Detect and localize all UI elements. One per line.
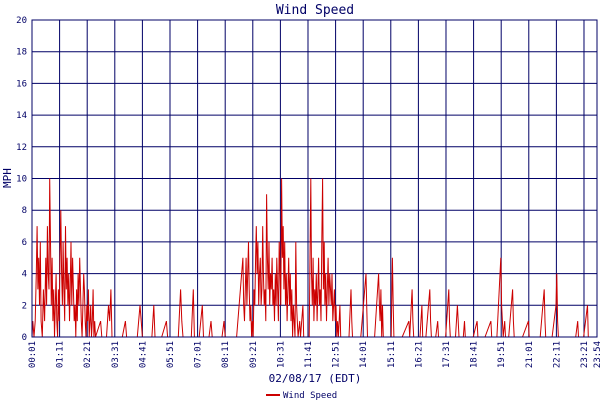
x-tick-label: 15:11 — [387, 341, 397, 368]
x-tick-label: 10:31 — [276, 341, 286, 368]
x-tick-label: 05:51 — [166, 341, 176, 368]
y-axis-label: MPH — [1, 168, 14, 188]
plot-frame — [31, 19, 598, 338]
y-tick-label: 6 — [22, 238, 27, 248]
series-line-wind-speed — [31, 178, 597, 338]
y-tick-label: 18 — [16, 48, 27, 58]
x-tick-label: 18:41 — [470, 341, 480, 368]
x-tick-label: 04:41 — [138, 341, 148, 368]
x-tick-label: 01:11 — [56, 341, 66, 368]
x-tick-label: 03:31 — [111, 341, 121, 368]
x-tick-label: 16:21 — [414, 341, 424, 368]
x-tick-label: 17:31 — [442, 341, 452, 368]
x-tick-label: 07:01 — [194, 341, 204, 368]
series-layer — [31, 178, 597, 338]
chart-title: Wind Speed — [276, 3, 354, 18]
x-axis-label: 02/08/17 (EDT) — [269, 372, 362, 385]
x-tick-label: 02:21 — [83, 341, 93, 368]
y-tick-label: 0 — [22, 333, 27, 343]
x-tick-label: 19:51 — [497, 341, 507, 368]
y-tick-label: 8 — [22, 206, 27, 216]
x-axis-ticks: 00:01 01:11 02:21 03:31 04:41 05:51 07:01 08:11… — [28, 341, 600, 368]
y-tick-label: 4 — [22, 270, 27, 280]
x-tick-label: 00:01 — [28, 341, 38, 368]
legend-label: Wind Speed — [283, 391, 337, 400]
legend: Wind Speed — [266, 391, 337, 400]
x-tick-label: 23:54 — [593, 341, 600, 368]
y-axis-ticks: 0 2 4 6 8 10 12 14 16 18 20 — [16, 16, 27, 343]
x-tick-label: 22:11 — [552, 341, 562, 368]
x-tick-label: 21:01 — [525, 341, 535, 368]
y-tick-label: 14 — [16, 111, 27, 121]
x-tick-label: 08:11 — [221, 341, 231, 368]
x-tick-label: 09:21 — [249, 341, 259, 368]
x-tick-label: 14:01 — [359, 341, 369, 368]
x-tick-label: 11:41 — [304, 341, 314, 368]
x-tick-label: 12:51 — [332, 341, 342, 368]
y-tick-label: 2 — [22, 301, 27, 311]
y-tick-label: 20 — [16, 16, 27, 26]
y-tick-label: 12 — [16, 143, 27, 153]
y-tick-label: 16 — [16, 79, 27, 89]
x-tick-label: 23:21 — [580, 341, 590, 368]
y-tick-label: 10 — [16, 175, 27, 185]
